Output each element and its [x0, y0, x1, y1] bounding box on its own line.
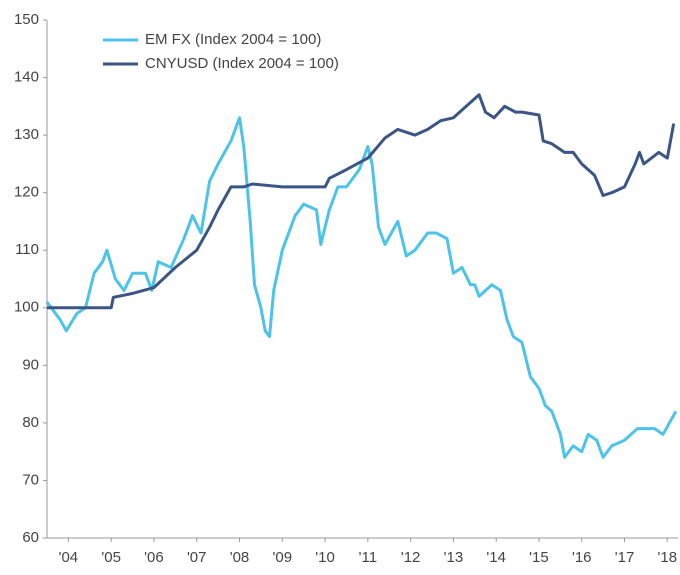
- y-tick-label: 110: [15, 241, 39, 258]
- x-tick-label: '18: [658, 549, 678, 566]
- x-tick-label: '05: [101, 549, 121, 566]
- x-tick-label: '13: [444, 549, 464, 566]
- y-tick-label: 60: [22, 529, 39, 546]
- x-tick-label: '07: [187, 549, 207, 566]
- x-tick-label: '08: [230, 549, 250, 566]
- y-tick-label: 120: [14, 184, 39, 201]
- x-tick-label: '04: [59, 549, 79, 566]
- x-tick-label: '17: [615, 549, 635, 566]
- x-tick-label: '11: [359, 549, 377, 566]
- legend-label: CNYUSD (Index 2004 = 100): [145, 55, 339, 72]
- x-tick-label: '09: [273, 549, 293, 566]
- x-tick-label: '12: [401, 549, 421, 566]
- x-tick-label: '06: [144, 549, 164, 566]
- series-line: [47, 93, 676, 310]
- x-tick-label: '10: [315, 549, 335, 566]
- y-tick-label: 90: [22, 356, 39, 373]
- y-tick-label: 140: [14, 69, 39, 86]
- y-tick-label: 100: [14, 299, 39, 316]
- y-tick-label: 80: [22, 414, 39, 431]
- legend-label: EM FX (Index 2004 = 100): [145, 31, 321, 48]
- x-tick-label: '15: [529, 549, 549, 566]
- y-tick-label: 70: [22, 471, 39, 488]
- series-line: [45, 116, 678, 459]
- x-tick-label: '16: [572, 549, 592, 566]
- x-tick-label: '14: [486, 549, 506, 566]
- y-tick-label: 150: [14, 11, 39, 28]
- y-tick-label: 130: [14, 126, 39, 143]
